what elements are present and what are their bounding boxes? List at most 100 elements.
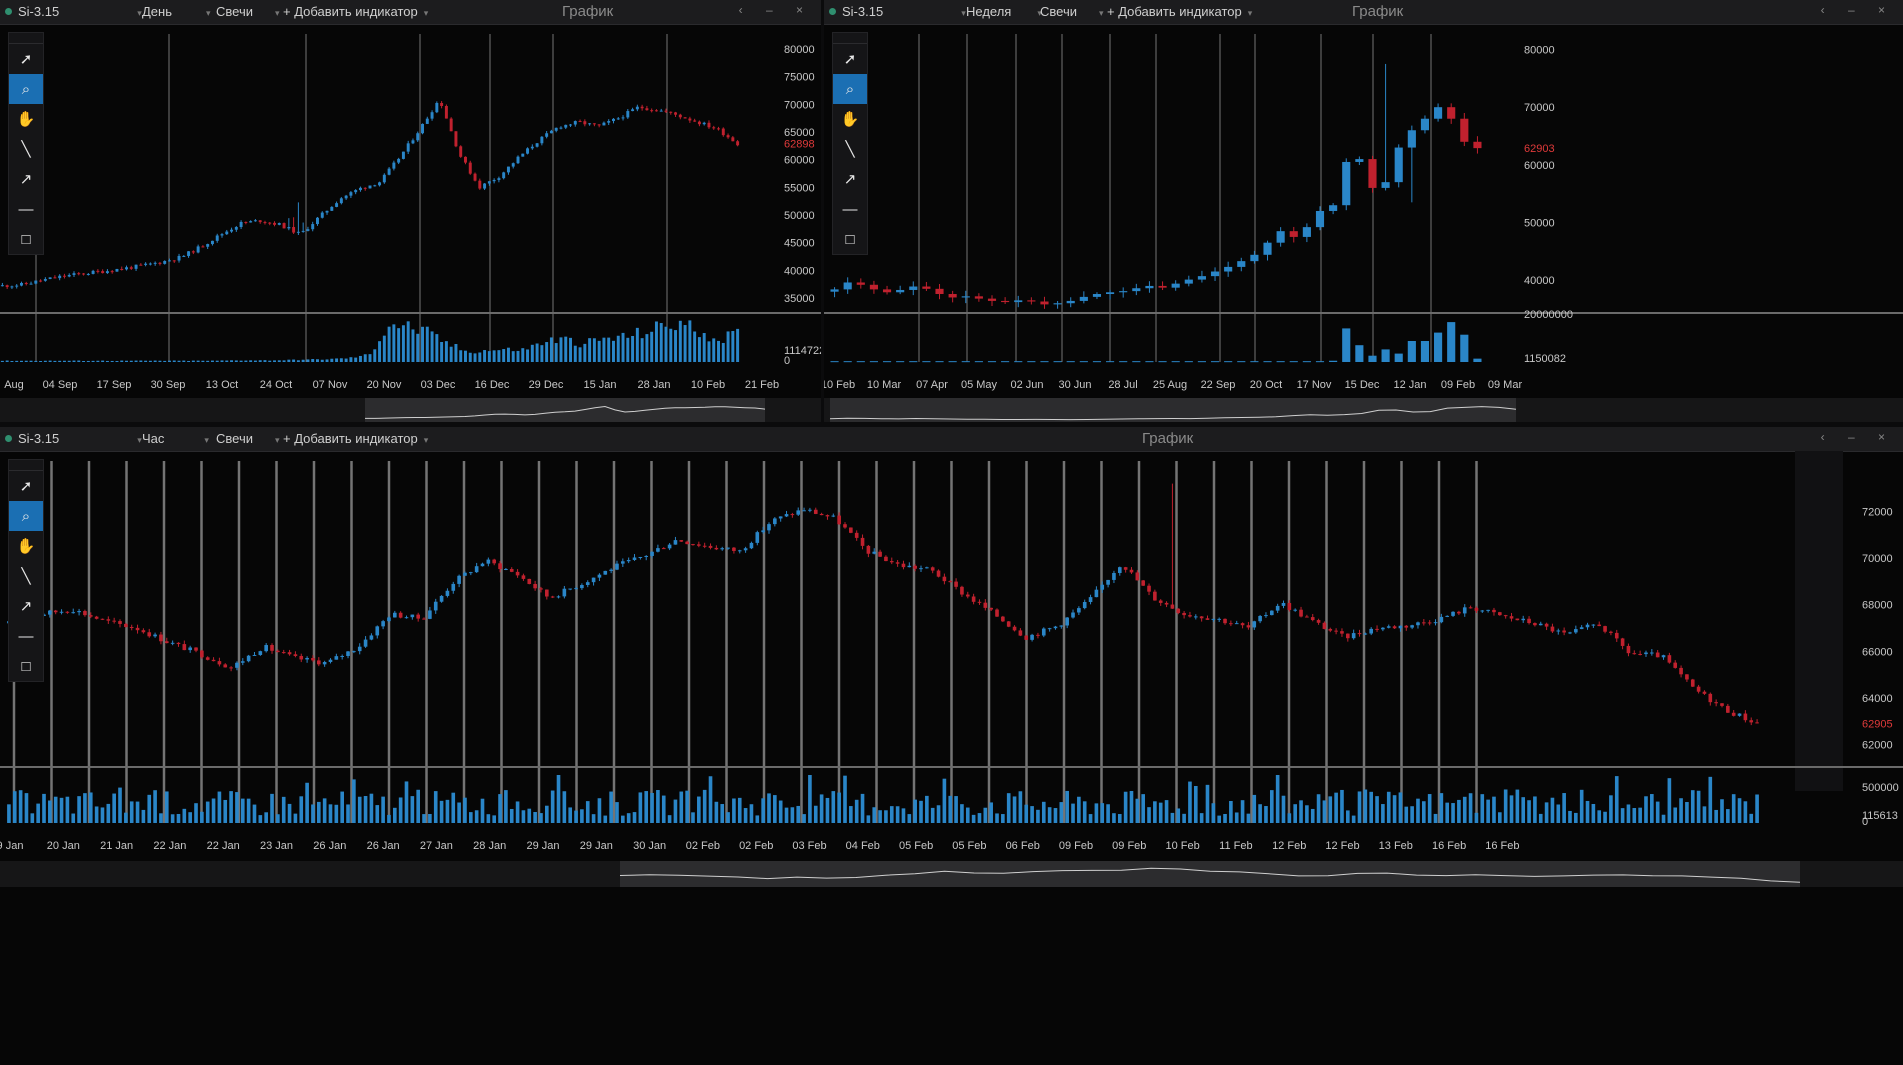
arrow-icon[interactable]: ↗ <box>843 171 857 188</box>
volume-bar <box>1001 814 1005 823</box>
volume-bar <box>1527 800 1531 823</box>
volume-bar <box>177 360 181 362</box>
rect-icon[interactable]: □ <box>21 657 31 675</box>
add-indicator-button[interactable]: + Добавить индикатор ▾ <box>1107 4 1253 19</box>
volume-bar <box>691 812 695 823</box>
volume-bar <box>960 804 964 823</box>
candle-body <box>1246 625 1251 628</box>
candle-body <box>65 611 70 613</box>
candle-body <box>948 294 957 298</box>
candle-body <box>1451 611 1455 616</box>
hand-icon[interactable]: ✋ <box>840 111 860 128</box>
window-controls[interactable]: ‹ – × <box>1820 430 1895 444</box>
volume-bar <box>459 350 463 362</box>
volume-bar <box>1012 796 1017 823</box>
line-icon[interactable]: ╲ <box>21 141 31 158</box>
candle-body <box>961 296 970 298</box>
hline-icon[interactable]: — <box>18 627 34 645</box>
candle-body <box>977 601 982 603</box>
zoom-icon[interactable]: ⌕ <box>9 501 43 531</box>
candle-body <box>702 122 706 125</box>
candle-body <box>1702 691 1707 694</box>
volume-zero-label: 0 <box>1862 816 1868 828</box>
volume-bar <box>263 360 267 362</box>
volume-bar <box>509 808 514 823</box>
volume-bar <box>182 808 187 823</box>
candle-body <box>1170 604 1175 609</box>
candle-body <box>697 544 701 546</box>
arrow-icon[interactable]: ↗ <box>19 598 33 615</box>
volume-bar <box>258 360 262 362</box>
volume-bar <box>1585 800 1590 823</box>
weekly-chart[interactable]: 40000 50000 60000 70000 80000 62903 20000000 11… <box>824 24 1903 422</box>
toolbar-grip[interactable] <box>9 460 43 471</box>
volume-bar <box>562 791 567 823</box>
volume-bar <box>1289 361 1298 363</box>
candle-body <box>234 227 238 230</box>
timeframe-selector[interactable]: Час ▾ <box>142 431 209 446</box>
candle-body <box>139 264 143 266</box>
hand-icon[interactable]: ✋ <box>16 111 36 128</box>
timeframe-selector[interactable]: Неделя ▾ <box>966 4 1042 19</box>
volume-bar <box>293 813 298 823</box>
candle-body <box>382 174 386 183</box>
candle-body <box>43 279 47 281</box>
candle-body <box>607 121 611 123</box>
add-indicator-button[interactable]: + Добавить индикатор ▾ <box>283 431 429 446</box>
toolbar-grip[interactable] <box>833 33 867 44</box>
volume-bar <box>1171 361 1180 363</box>
volume-bar <box>1197 361 1206 363</box>
volume-bar <box>406 321 410 362</box>
line-icon[interactable]: ╲ <box>21 568 31 585</box>
daily-chart[interactable]: 35000 40000 45000 50000 55000 60000 65000 70000… <box>0 24 821 422</box>
hourly-chart[interactable]: 62000 64000 66000 68000 70000 72000 62905 50000… <box>0 451 1903 1065</box>
cursor-icon[interactable]: ➚ <box>19 51 33 68</box>
symbol-selector[interactable]: Si-3.15 ▾ <box>18 4 142 19</box>
add-indicator-button[interactable]: + Добавить индикатор ▾ <box>283 4 429 19</box>
y-tick-label: 68000 <box>1862 600 1893 612</box>
candle-body <box>287 652 292 655</box>
volume-bar <box>474 810 479 823</box>
x-tick-label: 23 Jan <box>260 840 293 852</box>
hline-icon[interactable]: — <box>842 200 858 218</box>
cursor-icon[interactable]: ➚ <box>843 51 857 68</box>
candle-body <box>825 515 830 517</box>
candle-body <box>1171 283 1180 288</box>
timeframe-selector[interactable]: День ▾ <box>142 4 211 19</box>
zoom-icon[interactable]: ⌕ <box>833 74 867 104</box>
symbol-selector[interactable]: Si-3.15 ▾ <box>18 431 142 446</box>
chart-type-selector[interactable]: Свечи ▾ <box>216 431 280 446</box>
volume-bar <box>621 332 625 362</box>
hline-icon[interactable]: — <box>18 200 34 218</box>
volume-bar <box>796 805 801 823</box>
zoom-icon[interactable]: ⌕ <box>9 74 43 104</box>
volume-bar <box>153 360 157 362</box>
volume-bar <box>292 359 296 362</box>
volume-bar <box>210 360 214 362</box>
candle-body <box>506 166 510 173</box>
candle-body <box>1749 720 1754 723</box>
candle-body <box>578 121 582 123</box>
candle-body <box>416 614 421 619</box>
arrow-icon[interactable]: ↗ <box>19 171 33 188</box>
candle-body <box>1047 628 1052 630</box>
cursor-icon[interactable]: ➚ <box>19 478 33 495</box>
candle-body <box>206 244 210 247</box>
rect-icon[interactable]: □ <box>21 230 31 248</box>
toolbar-grip[interactable] <box>9 33 43 44</box>
candle-body <box>597 574 602 578</box>
volume-bar <box>144 360 148 362</box>
symbol-selector[interactable]: Si-3.15 ▾ <box>842 4 966 19</box>
volume-bar <box>1368 355 1377 362</box>
window-controls[interactable]: ‹ – × <box>1820 3 1895 17</box>
candle-body <box>1410 625 1414 628</box>
chart-type-selector[interactable]: Свечи ▾ <box>216 4 280 19</box>
candle-body <box>731 137 735 142</box>
candle-body <box>106 619 111 621</box>
rect-icon[interactable]: □ <box>845 230 855 248</box>
chart-type-selector[interactable]: Свечи ▾ <box>1040 4 1104 19</box>
hand-icon[interactable]: ✋ <box>16 538 36 555</box>
line-icon[interactable]: ╲ <box>845 141 855 158</box>
volume-bar <box>239 360 243 362</box>
window-controls[interactable]: ‹ – × <box>738 3 813 17</box>
